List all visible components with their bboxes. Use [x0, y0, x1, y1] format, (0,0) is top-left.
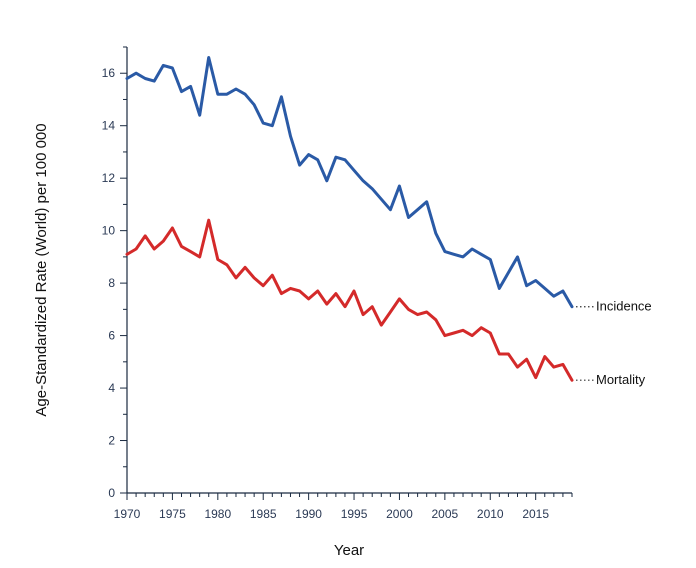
x-tick-label: 1985: [250, 507, 277, 521]
x-tick-label: 2005: [432, 507, 459, 521]
series-label-mortality: Mortality: [596, 372, 646, 387]
y-tick-label: 8: [108, 276, 115, 290]
y-tick-label: 6: [108, 329, 115, 343]
x-axis-ticks: 1970 1975 1980 1985 1990 1995 2000 2005 2010 2015: [114, 493, 573, 521]
series-line-incidence: [125, 56, 574, 309]
y-tick-label: 16: [102, 66, 116, 80]
y-tick-label: 2: [108, 434, 115, 448]
x-tick-label: 1990: [295, 507, 322, 521]
y-tick-label: 10: [102, 224, 116, 238]
series-line-mortality: [125, 218, 574, 382]
y-tick-label: 4: [108, 381, 115, 395]
series-lines: [125, 56, 574, 382]
y-tick-label: 14: [102, 119, 116, 133]
x-tick-label: 1980: [204, 507, 231, 521]
y-tick-label: 0: [108, 486, 115, 500]
x-tick-label: 2010: [477, 507, 504, 521]
series-label-incidence: Incidence: [596, 299, 652, 314]
y-axis-title: Age-Standardized Rate (World) per 100 00…: [33, 123, 50, 416]
x-tick-label: 1975: [159, 507, 186, 521]
x-tick-label: 1970: [114, 507, 141, 521]
x-axis-title: Year: [334, 542, 364, 559]
x-tick-label: 1995: [341, 507, 368, 521]
x-tick-label: 2015: [522, 507, 549, 521]
x-tick-label: 2000: [386, 507, 413, 521]
series-labels: Incidence Mortality: [576, 299, 652, 387]
y-axis-ticks: 0 2 4 6 8 10 12 14 16: [102, 46, 127, 500]
y-tick-label: 12: [102, 171, 116, 185]
